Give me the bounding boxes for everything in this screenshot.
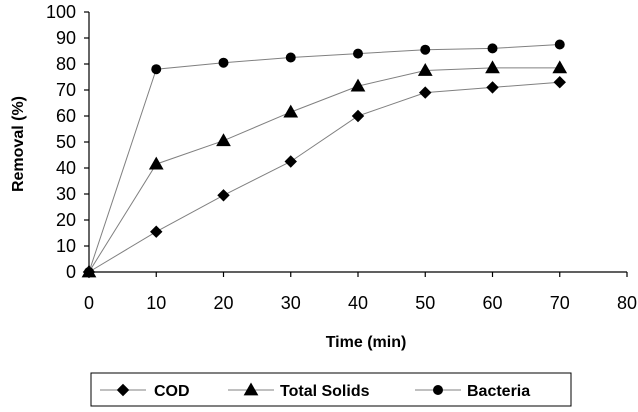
data-point-bacteria <box>218 57 229 68</box>
y-tick-label: 80 <box>56 54 76 74</box>
data-point-bacteria <box>554 39 565 50</box>
data-point-total-solids <box>148 156 164 170</box>
legend-label-bacteria: Bacteria <box>467 383 530 400</box>
y-tick-label: 70 <box>56 80 76 100</box>
data-point-total-solids <box>283 104 299 118</box>
y-tick-label: 0 <box>66 262 76 282</box>
x-ticks: 0 10 20 30 40 50 60 70 80 <box>84 272 637 313</box>
series-line-bacteria <box>88 44 560 273</box>
legend: COD Total Solids Bacteria <box>90 372 572 407</box>
legend-item-total-solids: Total Solids <box>228 382 370 400</box>
data-point-cod <box>284 155 297 168</box>
legend-label-cod: COD <box>154 383 190 400</box>
data-point-total-solids <box>552 60 568 74</box>
data-point-bacteria <box>285 52 296 63</box>
y-tick-label: 60 <box>56 106 76 126</box>
data-point-bacteria <box>151 64 162 75</box>
data-point-bacteria <box>420 44 431 55</box>
x-axis-title: Time (min) <box>326 334 407 351</box>
series-group <box>81 39 568 279</box>
series-line-cod <box>88 81 560 273</box>
data-point-cod <box>553 75 566 89</box>
data-point-cod <box>217 189 230 202</box>
y-tick-label: 20 <box>56 210 76 230</box>
y-axis-title: Removal (%) <box>10 96 27 192</box>
legend-item-cod: COD <box>100 383 190 400</box>
y-tick-label: 40 <box>56 158 76 178</box>
data-point-total-solids <box>485 60 500 74</box>
x-tick-label: 30 <box>281 293 301 313</box>
y-tick-label: 30 <box>56 184 76 204</box>
x-tick-label: 60 <box>482 293 502 313</box>
x-tick-label: 10 <box>146 293 166 313</box>
x-tick-label: 80 <box>617 293 637 313</box>
data-point-cod <box>150 225 163 238</box>
y-tick-label: 10 <box>56 236 76 256</box>
series-total-solids <box>81 60 568 278</box>
data-point-cod <box>351 109 365 123</box>
data-point-bacteria <box>353 48 363 59</box>
legend-marker-bacteria <box>433 385 443 395</box>
y-tick-label: 50 <box>56 132 76 152</box>
data-point-bacteria <box>487 43 498 54</box>
legend-marker-cod <box>116 383 130 397</box>
series-line-total-solids <box>88 67 560 273</box>
series-cod <box>82 75 566 279</box>
legend-item-bacteria: Bacteria <box>415 383 530 400</box>
x-tick-label: 0 <box>84 293 94 313</box>
data-point-total-solids <box>216 133 231 147</box>
data-point-cod <box>486 81 499 94</box>
x-tick-label: 70 <box>550 293 570 313</box>
data-point-cod <box>419 86 432 99</box>
legend-label-total-solids: Total Solids <box>280 383 370 400</box>
legend-marker-total-solids <box>243 382 259 396</box>
y-tick-label: 100 <box>46 2 76 22</box>
data-point-total-solids <box>417 62 433 76</box>
data-point-bacteria <box>84 267 94 277</box>
series-bacteria <box>84 39 565 277</box>
x-tick-label: 20 <box>213 293 233 313</box>
x-tick-label: 50 <box>415 293 435 313</box>
y-ticks: 0 10 20 30 40 50 60 70 80 90 100 <box>46 2 89 282</box>
legend-box <box>90 372 572 407</box>
x-tick-label: 40 <box>348 293 368 313</box>
data-point-total-solids <box>350 78 366 92</box>
y-tick-label: 90 <box>56 28 76 48</box>
